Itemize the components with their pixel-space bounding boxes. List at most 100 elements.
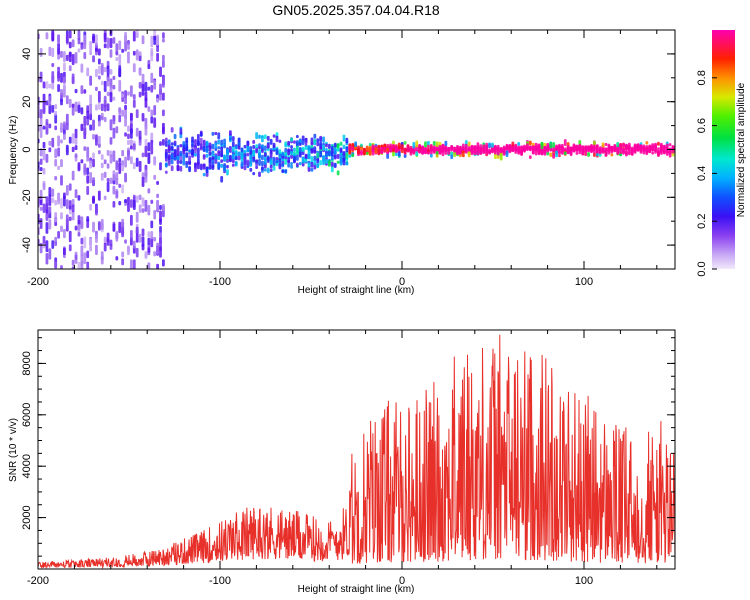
heatmap-cell (261, 166, 264, 171)
heatmap-cell (65, 214, 69, 227)
heatmap-cell (100, 251, 104, 260)
heatmap-cell (170, 154, 174, 159)
heatmap-cell (537, 145, 541, 150)
heatmap-cell (205, 153, 209, 158)
heatmap-cell (153, 35, 157, 45)
heatmap-cell (397, 151, 401, 157)
heatmap-cell (63, 247, 66, 256)
heatmap-cell (135, 211, 139, 223)
heatmap-cell (499, 153, 503, 161)
heatmap-cell (153, 82, 157, 90)
heatmap-cell (272, 165, 276, 171)
heatmap-cell (54, 110, 58, 116)
heatmap-cell (275, 148, 279, 156)
heatmap-cell (156, 34, 159, 46)
heatmap-cell (237, 151, 241, 157)
heatmap-cell (304, 137, 308, 145)
heatmap-cell (83, 236, 87, 249)
heatmap-cell (97, 48, 101, 56)
heatmap-cell (581, 146, 585, 151)
heatmap-cell (456, 150, 459, 156)
heatmap-cell (205, 140, 209, 146)
heatmap-cell (162, 259, 165, 267)
heatmap-cell (549, 141, 553, 149)
heatmap-cell (336, 160, 340, 164)
heatmap-cell (188, 156, 192, 162)
heatmap-cell (575, 145, 579, 151)
heatmap-cell (485, 142, 489, 150)
heatmap-cell (141, 35, 145, 45)
heatmap-cell (135, 247, 139, 258)
heatmap-cell (124, 156, 127, 168)
heatmap-cell (313, 138, 317, 144)
heatmap-cell (185, 163, 189, 169)
heatmap-cell (362, 148, 366, 156)
heatmap-cell (179, 165, 183, 172)
heatmap-cell (176, 154, 180, 161)
heatmap-cell (129, 85, 133, 97)
heatmap-cell (546, 144, 550, 151)
heatmap-cell (95, 34, 98, 43)
heatmap-cell (237, 155, 241, 161)
heatmap-cell (261, 148, 264, 154)
heatmap-cell (648, 144, 652, 149)
heatmap-cell (581, 149, 585, 154)
heatmap-cell (48, 95, 52, 107)
heatmap-cell (185, 160, 189, 165)
heatmap-cell (194, 146, 197, 154)
heatmap-cell (415, 151, 419, 156)
heatmap-cell (138, 50, 142, 56)
heatmap-cell (147, 86, 151, 91)
heatmap-cell (488, 142, 491, 148)
heatmap-cell (45, 118, 49, 126)
heatmap-cell (127, 203, 130, 213)
x-tick-label: 0 (399, 575, 405, 587)
heatmap-cell (625, 149, 628, 157)
heatmap-cell (162, 54, 165, 61)
heatmap-cell (112, 96, 116, 101)
heatmap-cell (153, 117, 157, 128)
heatmap-cell (179, 143, 183, 148)
heatmap-cell (668, 143, 672, 147)
heatmap-cell (287, 156, 291, 164)
heatmap-cell (115, 57, 119, 62)
heatmap-cell (150, 220, 154, 229)
heatmap-cell (115, 190, 119, 198)
x-tick-label: 100 (575, 276, 593, 288)
heatmap-cell (39, 71, 43, 83)
heatmap-cell (57, 147, 60, 157)
heatmap-cell (188, 149, 192, 153)
heatmap-cell (360, 148, 363, 156)
heatmap-cell (392, 140, 395, 145)
heatmap-cell (164, 162, 168, 167)
heatmap-cell (453, 146, 457, 150)
heatmap-cell (135, 226, 139, 234)
heatmap-cell (97, 75, 101, 80)
heatmap-cell (92, 221, 95, 233)
heatmap-cell (304, 159, 308, 163)
heatmap-cell (60, 139, 63, 144)
heatmap-cell (616, 142, 620, 148)
heatmap-cell (217, 132, 221, 140)
heatmap-cell (473, 149, 477, 154)
heatmap-cell (223, 144, 226, 149)
heatmap-cell (234, 161, 238, 165)
heatmap-cell (51, 188, 55, 197)
heatmap-cell (51, 197, 55, 203)
heatmap-cell (272, 134, 276, 138)
heatmap-cell (65, 54, 69, 62)
heatmap-cell (427, 144, 430, 149)
heatmap-cell (109, 68, 113, 75)
heatmap-cell (54, 148, 58, 159)
heatmap-cell (263, 145, 267, 152)
heatmap-cell (118, 162, 122, 175)
heatmap-cell (164, 140, 168, 147)
heatmap-cell (80, 245, 84, 257)
heatmap-cell (234, 145, 238, 150)
heatmap-cell (42, 81, 46, 89)
heatmap-cell (162, 92, 165, 101)
heatmap-cell (272, 159, 276, 167)
heatmap-cell (575, 151, 579, 155)
heatmap-cell (491, 142, 494, 148)
heatmap-cell (54, 212, 58, 223)
